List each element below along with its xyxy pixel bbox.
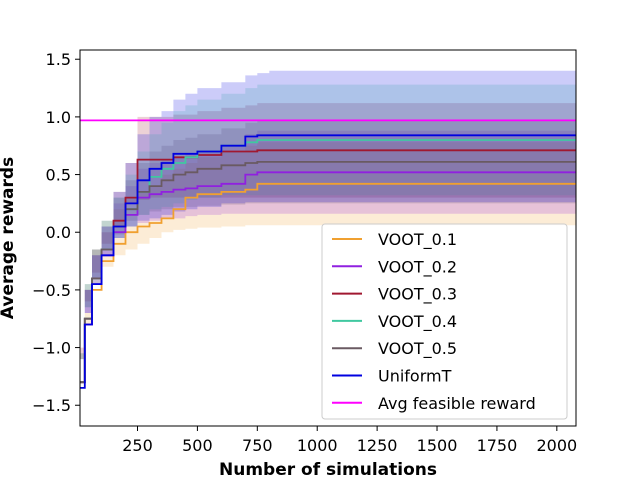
band-4 <box>80 120 576 406</box>
legend-label-0: VOOT_0.1 <box>378 230 457 250</box>
x-tick-label: 2000 <box>536 436 577 455</box>
x-tick-label: 1500 <box>417 436 458 455</box>
x-axis-label: Number of simulations <box>219 460 437 480</box>
y-tick-label: −0.5 <box>32 281 71 300</box>
series-lines <box>80 119 576 389</box>
legend-box <box>321 223 568 420</box>
band-2 <box>80 103 576 406</box>
legend-label-6: Avg feasible reward <box>378 394 536 413</box>
plot-frame <box>79 49 577 427</box>
axes <box>79 49 577 427</box>
y-tick-label: 0.0 <box>46 223 71 242</box>
legend-label-1: VOOT_0.2 <box>378 257 457 277</box>
series-line-5 <box>80 134 576 389</box>
y-tick-label: 1.5 <box>46 50 71 69</box>
x-tick-label: 1750 <box>477 436 518 455</box>
x-tick-label: 1250 <box>357 436 398 455</box>
band-1 <box>80 130 576 406</box>
x-tick-label: 1000 <box>297 436 338 455</box>
x-tick-label: 500 <box>182 436 213 455</box>
y-axis-label: Average rewards <box>0 157 18 319</box>
y-tick-label: −1.0 <box>32 339 71 358</box>
legend-label-5: UniformT <box>378 367 452 386</box>
band-3 <box>80 84 576 406</box>
x-tick-label: 250 <box>122 436 153 455</box>
legend-label-2: VOOT_0.3 <box>378 285 457 305</box>
legend-label-3: VOOT_0.4 <box>378 312 457 332</box>
y-tick-label: −1.5 <box>32 396 71 415</box>
ticks: 250 500 750 1000 1250 1500 1750 2000 −1.5 −1.0 −0.… <box>32 50 577 455</box>
y-tick-label: 0.5 <box>46 166 71 185</box>
x-tick-label: 750 <box>242 436 273 455</box>
legend-label-4: VOOT_0.5 <box>378 339 457 359</box>
band-0 <box>80 142 576 406</box>
legend: VOOT_0.1 VOOT_0.2 VOOT_0.3 VOOT_0.4 VOOT_0.5… <box>321 223 568 420</box>
y-tick-label: 1.0 <box>46 108 71 127</box>
